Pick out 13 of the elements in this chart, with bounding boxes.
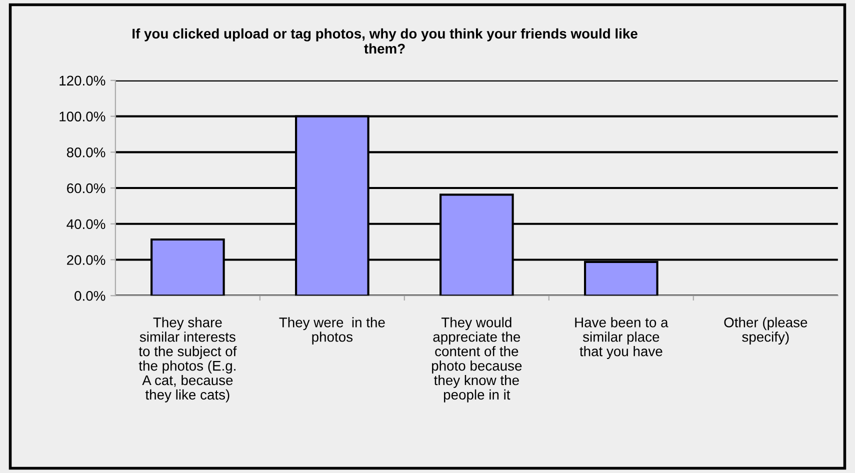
y-tick-label: 0.0%	[74, 290, 106, 301]
x-tick-label: Other (please specify)	[724, 317, 808, 345]
chart-title: If you clicked upload or tag photos, why do you think your friends would like them?	[132, 28, 638, 54]
x-tick-label: They would appreciate the content of the photo because they know the people in it	[432, 317, 522, 402]
y-tick-label: 20.0%	[67, 255, 106, 265]
y-tick-label: 60.0%	[67, 183, 106, 194]
y-tick-label: 120.0%	[60, 76, 106, 86]
y-tick-label: 80.0%	[66, 147, 106, 158]
x-tick-label: They share similar interests to the subject of the photos (E.g. A cat, because they like cats)	[138, 317, 237, 402]
x-tick-label: Have been to a similar place that you have	[575, 317, 668, 360]
y-tick-label: 40.0%	[66, 219, 106, 230]
y-tick-label: 100.0%	[60, 112, 106, 122]
x-tick-label: They were in the photos	[279, 317, 385, 345]
